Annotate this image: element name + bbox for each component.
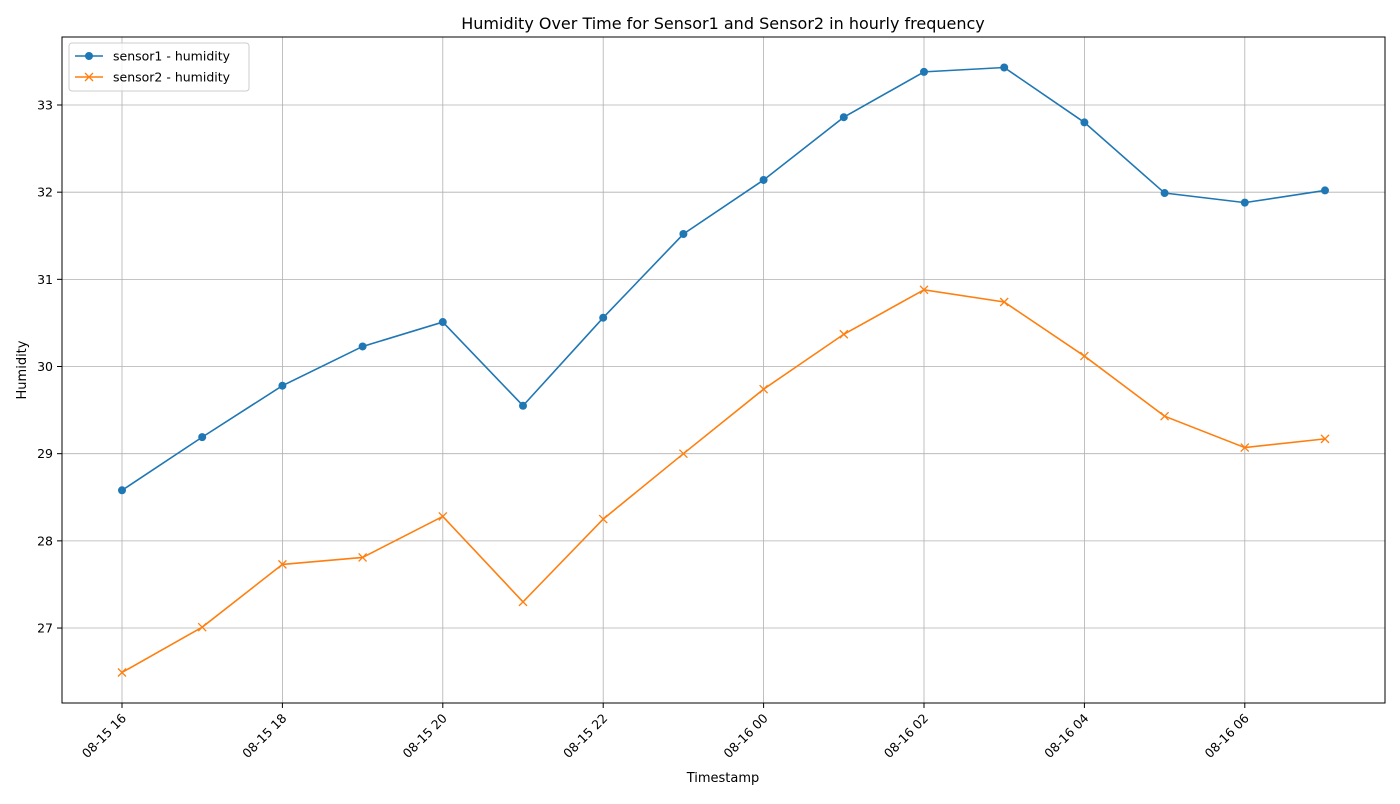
x-tick-label: 08-16 02 xyxy=(881,711,931,761)
data-point xyxy=(1079,351,1089,361)
data-point xyxy=(999,297,1009,307)
data-point xyxy=(599,313,608,322)
y-axis-label: Humidity xyxy=(15,340,30,399)
series-1 xyxy=(118,63,1329,495)
grid xyxy=(62,37,1385,703)
x-tick-label: 08-16 06 xyxy=(1202,710,1252,760)
data-point xyxy=(278,381,287,390)
data-point xyxy=(1160,411,1170,421)
x-tick-label: 08-15 20 xyxy=(400,710,450,760)
x-axis-label: Timestamp xyxy=(686,771,760,786)
data-point xyxy=(759,175,768,184)
data-point xyxy=(1080,118,1089,127)
x-tick-label: 08-15 16 xyxy=(79,710,129,760)
y-tick-label: 27 xyxy=(37,621,53,636)
data-point xyxy=(1321,186,1329,195)
data-point xyxy=(358,552,368,562)
data-point xyxy=(277,559,287,569)
data-point xyxy=(1320,434,1330,444)
y-tick-label: 29 xyxy=(37,446,53,461)
data-point xyxy=(1000,63,1009,72)
series-2 xyxy=(117,285,1330,677)
data-point xyxy=(438,318,447,327)
data-point xyxy=(839,329,849,339)
legend-marker xyxy=(85,52,93,60)
series-lines xyxy=(117,63,1330,677)
legend-item: sensor1 - humidity xyxy=(75,49,231,64)
plot-area-frame xyxy=(61,36,1386,704)
y-tick-label: 30 xyxy=(37,359,53,374)
x-tick-label: 08-15 22 xyxy=(560,711,610,761)
data-point xyxy=(518,597,528,607)
data-point xyxy=(920,67,928,76)
legend-label: sensor1 - humidity xyxy=(113,49,231,64)
y-tick-label: 33 xyxy=(37,97,53,112)
x-tick-label: 08-16 04 xyxy=(1041,710,1091,760)
data-point xyxy=(117,668,127,677)
x-tick-label: 08-15 18 xyxy=(239,710,289,760)
series-2-line xyxy=(121,288,1326,674)
legend-item: sensor2 - humidity xyxy=(75,70,231,85)
data-point xyxy=(759,384,769,394)
data-point xyxy=(839,113,848,122)
data-point xyxy=(1240,443,1250,453)
x-tick-label: 08-16 00 xyxy=(720,710,770,760)
data-point xyxy=(197,622,207,632)
data-point xyxy=(679,230,688,239)
y-tick-label: 28 xyxy=(37,533,53,548)
data-point xyxy=(919,285,929,295)
data-point xyxy=(438,511,448,521)
legend-marker xyxy=(84,72,94,82)
legend-label: sensor2 - humidity xyxy=(113,70,231,85)
data-point xyxy=(358,342,367,351)
y-tick-label: 32 xyxy=(37,185,53,200)
y-tick-label: 31 xyxy=(37,272,53,287)
chart-title: Humidity Over Time for Sensor1 and Senso… xyxy=(461,14,985,33)
series-1-line xyxy=(121,66,1326,491)
data-point xyxy=(1240,198,1249,207)
data-point xyxy=(198,433,207,442)
data-point xyxy=(519,401,527,410)
legend: sensor1 - humidity sensor2 - humidity xyxy=(68,42,250,92)
data-point xyxy=(678,449,688,459)
axis-ticks: 08-15 16 08-15 18 08-15 20 08-15 22 08-16 00… xyxy=(37,97,1252,760)
data-point xyxy=(598,514,608,524)
data-point xyxy=(118,486,126,495)
legend-box xyxy=(68,42,250,92)
data-point xyxy=(1160,189,1169,198)
